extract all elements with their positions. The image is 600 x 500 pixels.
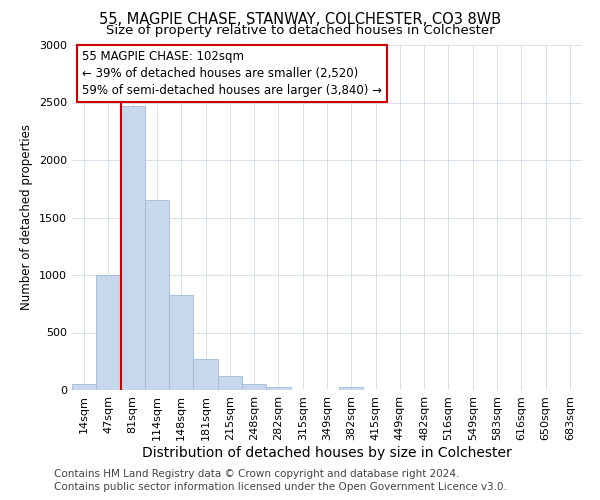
Bar (96, 275, 121, 390)
Bar (339, 387, 364, 390)
Text: 55 MAGPIE CHASE: 102sqm
← 39% of detached houses are smaller (2,520)
59% of semi: 55 MAGPIE CHASE: 102sqm ← 39% of detache… (82, 50, 382, 97)
Bar (218, 376, 242, 390)
Text: Size of property relative to detached houses in Colchester: Size of property relative to detached ho… (106, 24, 494, 37)
Text: 55, MAGPIE CHASE, STANWAY, COLCHESTER, CO3 8WB: 55, MAGPIE CHASE, STANWAY, COLCHESTER, C… (99, 12, 501, 28)
Bar (193, 359, 218, 390)
Bar (169, 294, 193, 390)
Bar (242, 384, 266, 390)
Bar (145, 200, 169, 390)
X-axis label: Distribution of detached houses by size in Colchester: Distribution of detached houses by size … (142, 446, 512, 460)
Bar (121, 106, 145, 390)
Text: Contains HM Land Registry data © Crown copyright and database right 2024.
Contai: Contains HM Land Registry data © Crown c… (54, 470, 507, 492)
Bar (72, 384, 96, 390)
Bar (266, 386, 290, 390)
Y-axis label: Number of detached properties: Number of detached properties (20, 124, 34, 310)
